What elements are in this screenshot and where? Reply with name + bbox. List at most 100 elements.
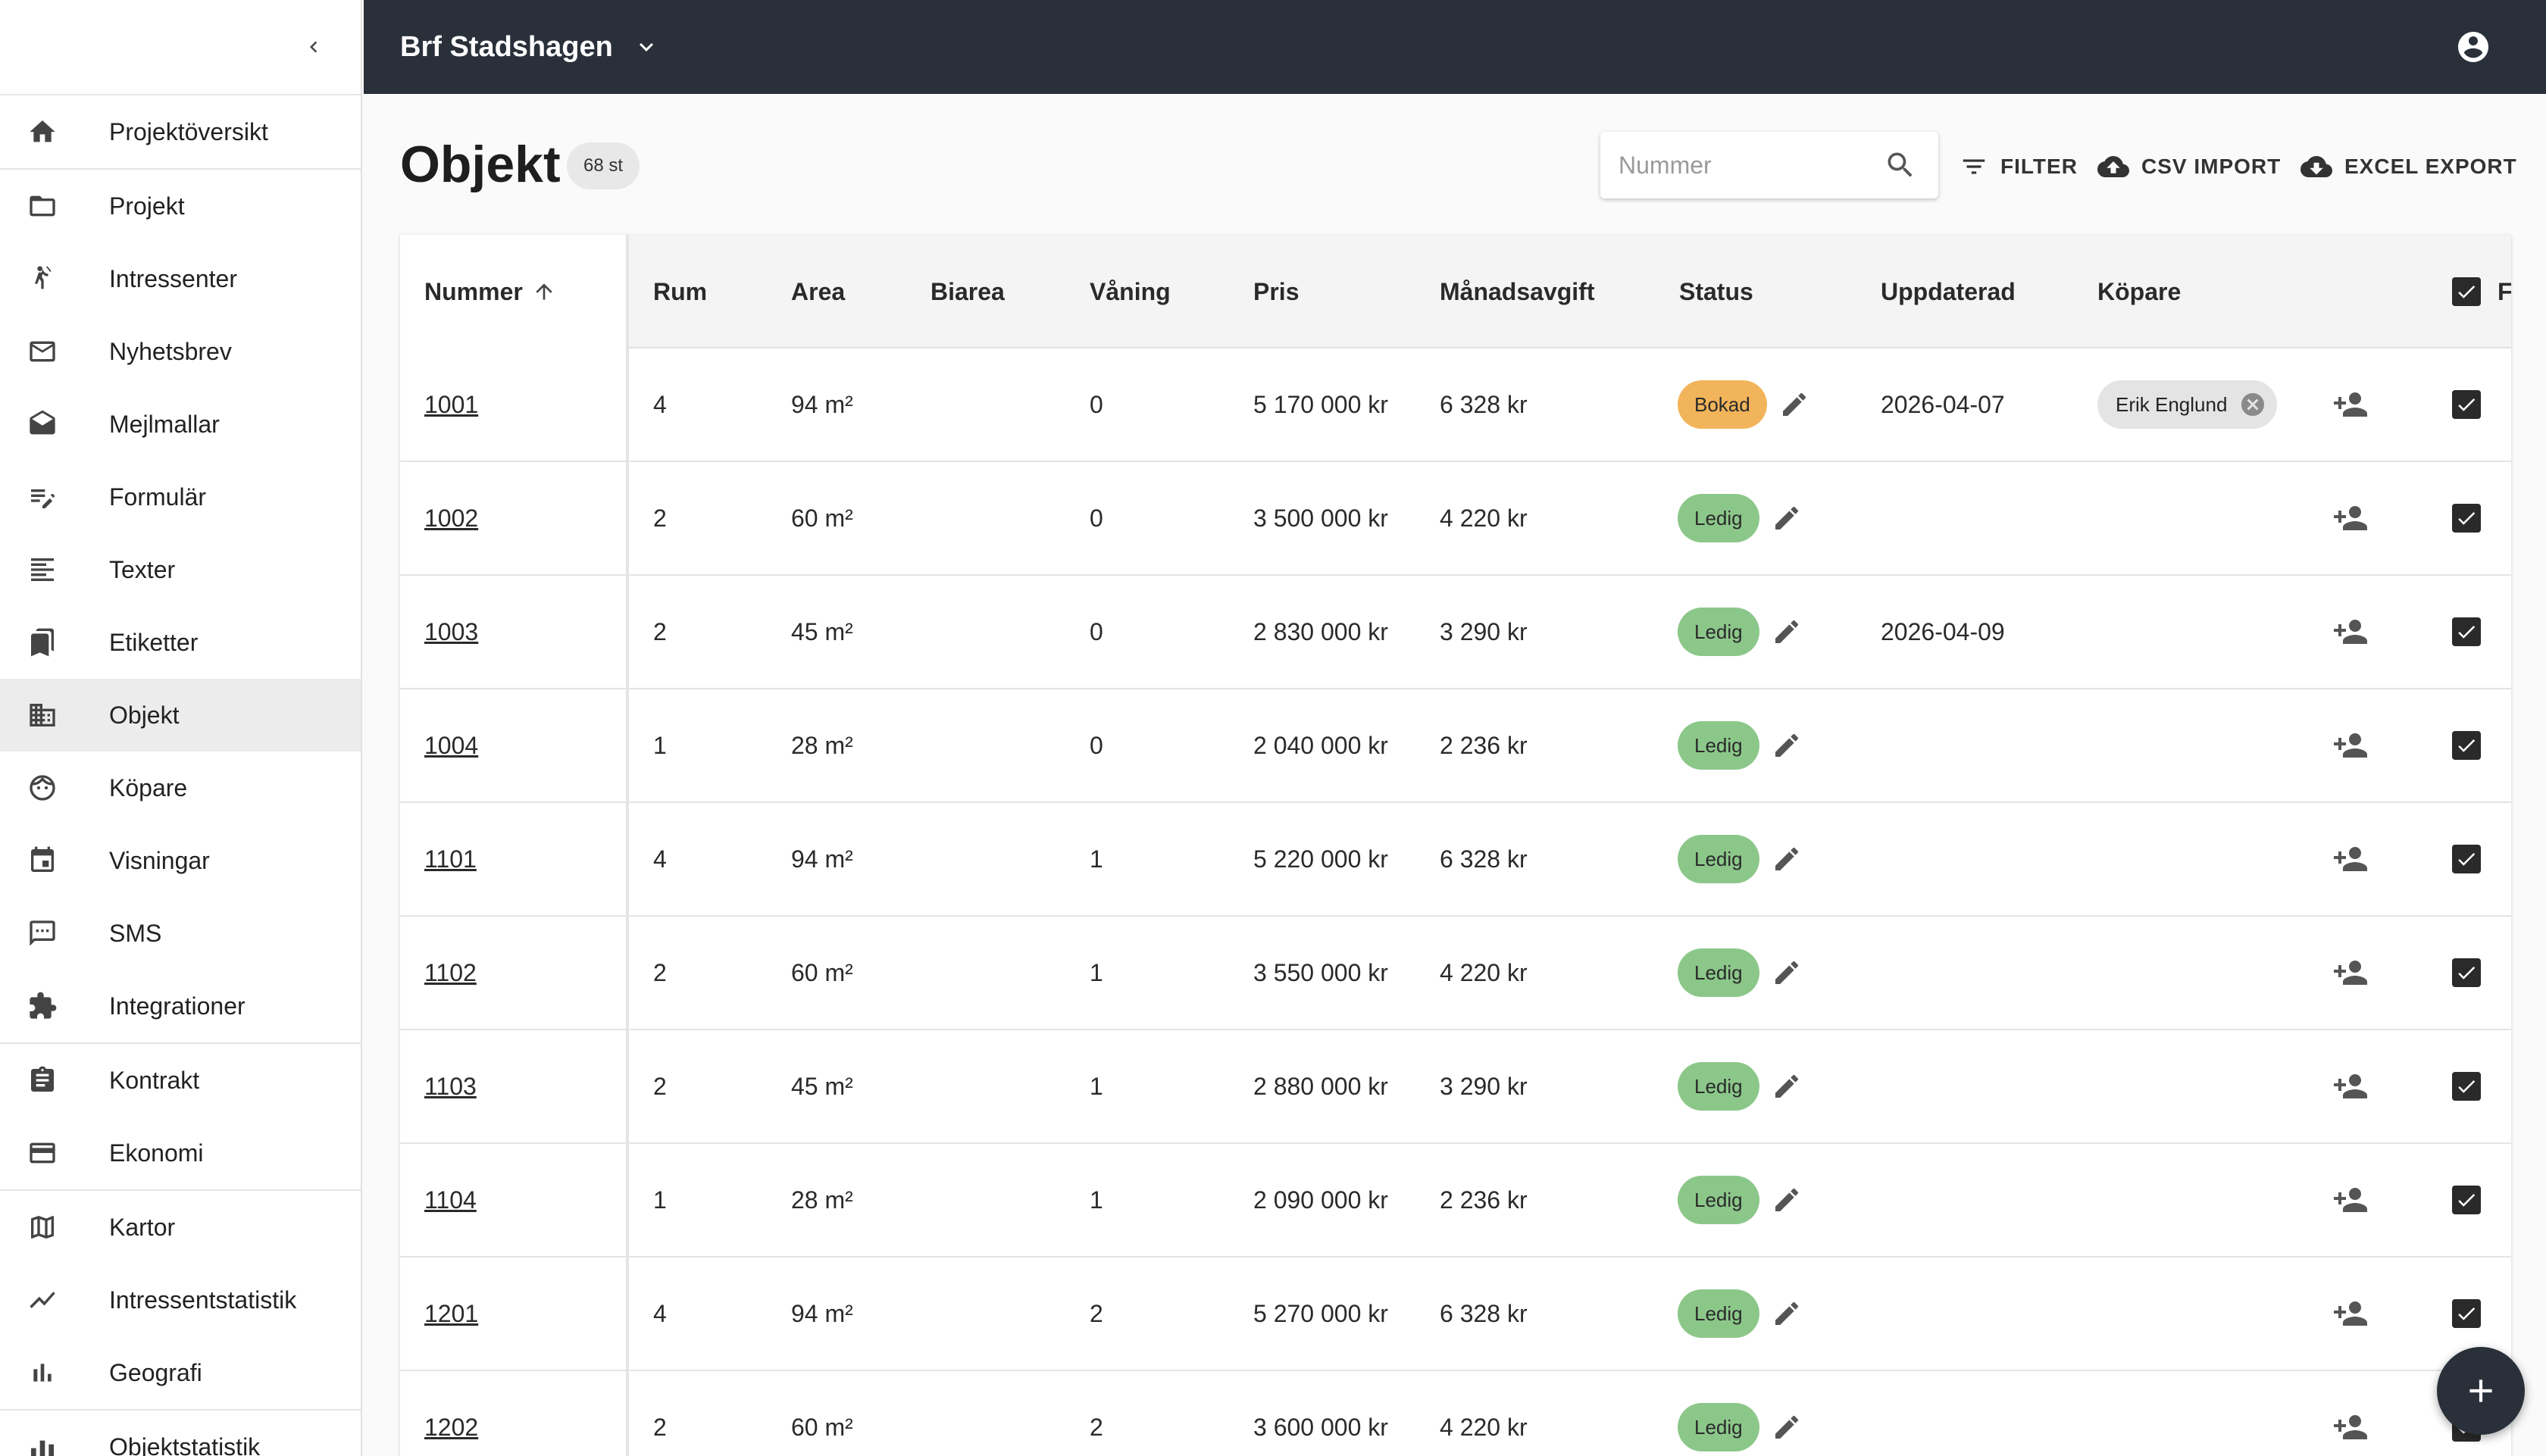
- row-checkbox[interactable]: [2452, 845, 2481, 873]
- status-chip[interactable]: Ledig: [1678, 494, 1759, 542]
- add-object-button[interactable]: [2437, 1347, 2525, 1435]
- row-checkbox[interactable]: [2452, 504, 2481, 533]
- column-header-pris[interactable]: Pris: [1253, 235, 1299, 348]
- sidebar-item-mejlmallar[interactable]: Mejlmallar: [0, 388, 361, 461]
- object-number-link[interactable]: 1103: [424, 1072, 477, 1100]
- sidebar-item-kontrakt[interactable]: Kontrakt: [0, 1044, 361, 1117]
- sidebar-item-formular[interactable]: Formulär: [0, 461, 361, 533]
- add-buyer-button[interactable]: [2332, 1068, 2369, 1104]
- object-number-link[interactable]: 1202: [424, 1413, 479, 1441]
- buyer-chip[interactable]: Erik Englund: [2097, 380, 2278, 429]
- object-number-link[interactable]: 1102: [424, 958, 477, 986]
- search-input[interactable]: [1619, 151, 1861, 180]
- status-chip[interactable]: Ledig: [1678, 721, 1759, 770]
- sidebar-item-etiketter[interactable]: Etiketter: [0, 606, 361, 679]
- sidebar-item-intressenter[interactable]: Intressenter: [0, 242, 361, 315]
- sidebar-item-texter[interactable]: Texter: [0, 533, 361, 606]
- select-all-checkbox[interactable]: [2452, 277, 2481, 306]
- excel-export-button[interactable]: EXCEL EXPORT: [2300, 147, 2517, 186]
- cell-vaning: 2: [1090, 1413, 1103, 1441]
- column-header-extra[interactable]: F: [2498, 235, 2511, 348]
- status-chip[interactable]: Bokad: [1678, 380, 1767, 429]
- object-number-link[interactable]: 1004: [424, 731, 479, 759]
- add-buyer-button[interactable]: [2332, 386, 2369, 423]
- row-checkbox[interactable]: [2452, 617, 2481, 646]
- edit-status-button[interactable]: [1779, 389, 1809, 420]
- sidebar-item-integrationer[interactable]: Integrationer: [0, 970, 361, 1042]
- row-checkbox[interactable]: [2452, 1186, 2481, 1214]
- add-buyer-button[interactable]: [2332, 841, 2369, 877]
- add-buyer-button[interactable]: [2332, 500, 2369, 536]
- status-chip[interactable]: Ledig: [1678, 1062, 1759, 1111]
- account-button[interactable]: [2455, 29, 2491, 65]
- project-selector[interactable]: Brf Stadshagen: [400, 31, 660, 64]
- edit-status-button[interactable]: [1772, 1412, 1802, 1442]
- edit-status-button[interactable]: [1772, 617, 1802, 647]
- column-header-status[interactable]: Status: [1679, 235, 1753, 348]
- object-number-link[interactable]: 1101: [424, 845, 477, 873]
- add-buyer-button[interactable]: [2332, 727, 2369, 764]
- column-header-kopare[interactable]: Köpare: [2097, 235, 2181, 348]
- sidebar-item-label: Intressentstatistik: [109, 1286, 297, 1314]
- remove-buyer-icon[interactable]: [2239, 391, 2266, 418]
- add-buyer-button[interactable]: [2332, 1409, 2369, 1445]
- status-chip[interactable]: Ledig: [1678, 1176, 1759, 1224]
- sidebar-item-intressentstatistik[interactable]: Intressentstatistik: [0, 1264, 361, 1336]
- row-checkbox[interactable]: [2452, 1072, 2481, 1101]
- column-header-rum[interactable]: Rum: [653, 235, 707, 348]
- column-header-nummer[interactable]: Nummer: [400, 235, 629, 348]
- object-number-link[interactable]: 1201: [424, 1299, 479, 1327]
- column-header-manadsavgift[interactable]: Månadsavgift: [1440, 235, 1594, 348]
- row-checkbox[interactable]: [2452, 731, 2481, 760]
- status-chip[interactable]: Ledig: [1678, 835, 1759, 883]
- sidebar-item-projektoversikt[interactable]: Projektöversikt: [0, 95, 361, 168]
- search-icon[interactable]: [1884, 148, 1917, 186]
- sidebar-item-objektstatistik[interactable]: Objektstatistik: [0, 1411, 361, 1456]
- cell-manadsavgift: 4 220 kr: [1440, 1413, 1528, 1441]
- edit-status-button[interactable]: [1772, 1071, 1802, 1101]
- collapse-sidebar-button[interactable]: [297, 30, 330, 64]
- sidebar-item-visningar[interactable]: Visningar: [0, 824, 361, 897]
- edit-status-button[interactable]: [1772, 730, 1802, 761]
- sidebar-item-label: Objekt: [109, 701, 180, 729]
- status-chip[interactable]: Ledig: [1678, 608, 1759, 656]
- sidebar-item-ekonomi[interactable]: Ekonomi: [0, 1117, 361, 1189]
- edit-status-button[interactable]: [1772, 503, 1802, 533]
- column-header-uppdaterad[interactable]: Uppdaterad: [1881, 235, 2016, 348]
- status-chip[interactable]: Ledig: [1678, 948, 1759, 997]
- cell-vaning: 0: [1090, 617, 1103, 645]
- filter-button[interactable]: FILTER: [1960, 147, 2078, 186]
- add-buyer-button[interactable]: [2332, 614, 2369, 650]
- cell-select: [2452, 462, 2481, 574]
- add-buyer-button[interactable]: [2332, 955, 2369, 991]
- object-number-link[interactable]: 1002: [424, 504, 479, 532]
- column-header-vaning[interactable]: Våning: [1090, 235, 1171, 348]
- csv-import-button[interactable]: CSV IMPORT: [2097, 147, 2281, 186]
- sidebar-item-nyhetsbrev[interactable]: Nyhetsbrev: [0, 315, 361, 388]
- sidebar-item-sms[interactable]: SMS: [0, 897, 361, 970]
- column-header-biarea[interactable]: Biarea: [931, 235, 1005, 348]
- edit-status-button[interactable]: [1772, 1185, 1802, 1215]
- sidebar-item-label: Intressenter: [109, 264, 237, 292]
- row-checkbox[interactable]: [2452, 1299, 2481, 1328]
- sidebar-item-kartor[interactable]: Kartor: [0, 1191, 361, 1264]
- object-number-link[interactable]: 1001: [424, 390, 479, 418]
- sidebar-item-geografi[interactable]: Geografi: [0, 1336, 361, 1409]
- filter-icon: [1960, 152, 1988, 181]
- add-buyer-button[interactable]: [2332, 1295, 2369, 1332]
- edit-status-button[interactable]: [1772, 1298, 1802, 1329]
- sidebar-item-kopare[interactable]: Köpare: [0, 751, 361, 824]
- sidebar-item-projekt[interactable]: Projekt: [0, 170, 361, 242]
- column-header-area[interactable]: Area: [791, 235, 845, 348]
- cell-status: Ledig: [1678, 689, 1802, 801]
- row-checkbox[interactable]: [2452, 390, 2481, 419]
- object-number-link[interactable]: 1003: [424, 617, 479, 645]
- sidebar-item-objekt[interactable]: Objekt: [0, 679, 361, 751]
- row-checkbox[interactable]: [2452, 958, 2481, 987]
- status-chip[interactable]: Ledig: [1678, 1403, 1759, 1451]
- edit-status-button[interactable]: [1772, 958, 1802, 988]
- edit-status-button[interactable]: [1772, 844, 1802, 874]
- object-number-link[interactable]: 1104: [424, 1186, 477, 1214]
- add-buyer-button[interactable]: [2332, 1182, 2369, 1218]
- status-chip[interactable]: Ledig: [1678, 1289, 1759, 1338]
